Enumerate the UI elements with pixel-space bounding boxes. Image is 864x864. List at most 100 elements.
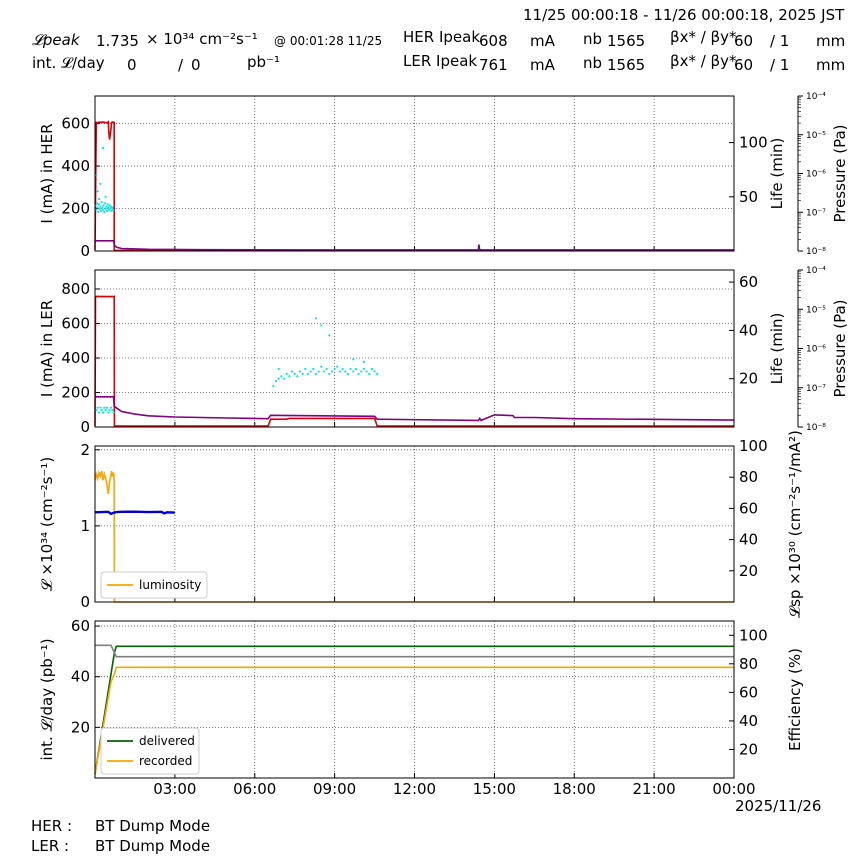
lifetime-point bbox=[322, 370, 326, 373]
lifetime-point bbox=[97, 210, 100, 214]
lifetime-point bbox=[344, 370, 347, 373]
lifetime-point bbox=[111, 206, 114, 209]
legend-box bbox=[100, 571, 208, 599]
panel-3 bbox=[94, 445, 735, 603]
legend-label-delivered: delivered bbox=[139, 734, 195, 748]
lifetime-point bbox=[272, 384, 275, 388]
her-peak-label: HER Ipeak bbox=[403, 28, 480, 46]
her-current-unit: mA bbox=[530, 32, 555, 50]
lifetime-point bbox=[106, 203, 109, 206]
peak-luminosity-label: 𝓛peak bbox=[32, 31, 80, 49]
y-tick-label: 400 bbox=[61, 157, 90, 175]
x-tick-label: 06:00 bbox=[233, 780, 276, 798]
lifetime-point bbox=[102, 204, 105, 207]
y-axis-label: 𝓛 ×10³⁴ (cm⁻²s⁻¹) bbox=[38, 457, 56, 591]
y2-tick-label: 100 bbox=[739, 437, 768, 455]
y-tick-label: 200 bbox=[61, 200, 90, 218]
lifetime-point bbox=[341, 367, 344, 371]
y2-tick-label: 60 bbox=[739, 499, 758, 517]
y-tick-label: 40 bbox=[71, 668, 90, 686]
lifetime-point bbox=[306, 372, 310, 375]
lifetime-point bbox=[104, 408, 107, 412]
lifetime-point bbox=[96, 190, 99, 193]
x-tick-label: 09:00 bbox=[313, 780, 356, 798]
lifetime-point bbox=[362, 360, 366, 363]
lifetime-point bbox=[285, 372, 288, 375]
lifetime-point bbox=[105, 209, 109, 212]
panel-1 bbox=[94, 95, 803, 252]
pressure-tick-label: 10⁻⁴ bbox=[806, 266, 826, 276]
lifetime-point bbox=[101, 146, 105, 150]
lifetime-point bbox=[333, 367, 336, 371]
integrated-separator: / bbox=[178, 56, 184, 74]
lifetime-point bbox=[99, 209, 102, 212]
her-peak-current: 608 bbox=[479, 32, 508, 50]
y-tick-label: 0 bbox=[80, 593, 90, 611]
lifetime-point bbox=[320, 365, 323, 368]
ler-bunches-label: nb bbox=[583, 54, 603, 72]
pressure-tick-label: 10⁻⁶ bbox=[806, 170, 826, 180]
lifetime-point bbox=[97, 203, 101, 206]
lifetime-point bbox=[110, 209, 113, 212]
lifetime-point bbox=[328, 334, 331, 337]
lifetime-point bbox=[304, 367, 307, 371]
lifetime-point bbox=[314, 317, 318, 320]
lifetime-point bbox=[346, 372, 350, 375]
y-tick-label: 600 bbox=[61, 115, 90, 133]
lifetime-point bbox=[100, 408, 103, 412]
lifetime-point bbox=[376, 372, 379, 375]
integrated-recorded-value: 0 bbox=[191, 56, 201, 74]
y2-tick-label: 20 bbox=[739, 740, 758, 758]
pressure-tick-label: 10⁻⁶ bbox=[806, 345, 826, 355]
lifetime-point bbox=[362, 367, 366, 371]
plot-frame bbox=[94, 95, 735, 252]
lifetime-point bbox=[320, 324, 323, 327]
lifetime-point bbox=[101, 411, 105, 414]
her-beta-label: βx* / βy* bbox=[670, 28, 737, 46]
lifetime-point bbox=[352, 370, 355, 373]
y2-tick-label: 100 bbox=[739, 134, 768, 152]
lifetime-point bbox=[109, 207, 112, 210]
plot-frame bbox=[94, 620, 735, 779]
lifetime-point bbox=[96, 206, 99, 209]
lifetime-point bbox=[98, 207, 101, 210]
lifetime-point bbox=[338, 370, 342, 373]
lifetime-point bbox=[309, 370, 312, 373]
efficiency-line bbox=[95, 644, 734, 658]
her-betax-value: 60 bbox=[734, 32, 754, 50]
pressure-tick-label: 10⁻⁵ bbox=[806, 305, 826, 315]
pressure-tick-label: 10⁻⁸ bbox=[806, 423, 826, 433]
x-tick-label: 18:00 bbox=[553, 780, 596, 798]
lifetime-point bbox=[104, 202, 107, 205]
lifetime-point bbox=[105, 406, 109, 409]
lifetime-point bbox=[97, 197, 101, 201]
y2-axis-label: 𝓛sp ×10³⁰ (cm⁻²s⁻¹/mA²) bbox=[786, 430, 804, 618]
ler-current-unit: mA bbox=[530, 56, 555, 74]
lifetime-point bbox=[104, 195, 107, 198]
y2-tick-label: 80 bbox=[739, 655, 758, 673]
x-tick-label: 21:00 bbox=[633, 780, 676, 798]
y-tick-label: 2 bbox=[80, 441, 90, 459]
y-tick-label: 0 bbox=[80, 242, 90, 260]
time-range-label: 11/25 00:00:18 - 11/26 00:00:18, 2025 JS… bbox=[523, 6, 845, 24]
peak-luminosity-time: @ 00:01:28 11/25 bbox=[274, 34, 383, 48]
lifetime-point bbox=[290, 370, 294, 373]
lifetime-point bbox=[373, 370, 376, 373]
delivered-line bbox=[94, 645, 734, 775]
her-mode-value: BT Dump Mode bbox=[95, 817, 211, 835]
date-label: 2025/11/26 bbox=[735, 797, 822, 815]
lifetime-point bbox=[112, 411, 115, 414]
lifetime-point bbox=[99, 205, 102, 208]
panel-2 bbox=[94, 269, 803, 428]
lifetime-point bbox=[107, 208, 110, 211]
y2-tick-label: 40 bbox=[739, 321, 758, 339]
peak-luminosity-unit: × 10³⁴ cm⁻²s⁻¹ bbox=[146, 30, 258, 48]
lifetime-point bbox=[354, 367, 358, 371]
lifetime-point bbox=[301, 372, 304, 375]
lifetime-point bbox=[288, 375, 291, 378]
lifetime-point bbox=[296, 375, 299, 378]
y2-tick-label: 80 bbox=[739, 468, 758, 486]
pressure-line bbox=[95, 396, 735, 422]
pressure-tick-label: 10⁻⁷ bbox=[806, 384, 826, 394]
